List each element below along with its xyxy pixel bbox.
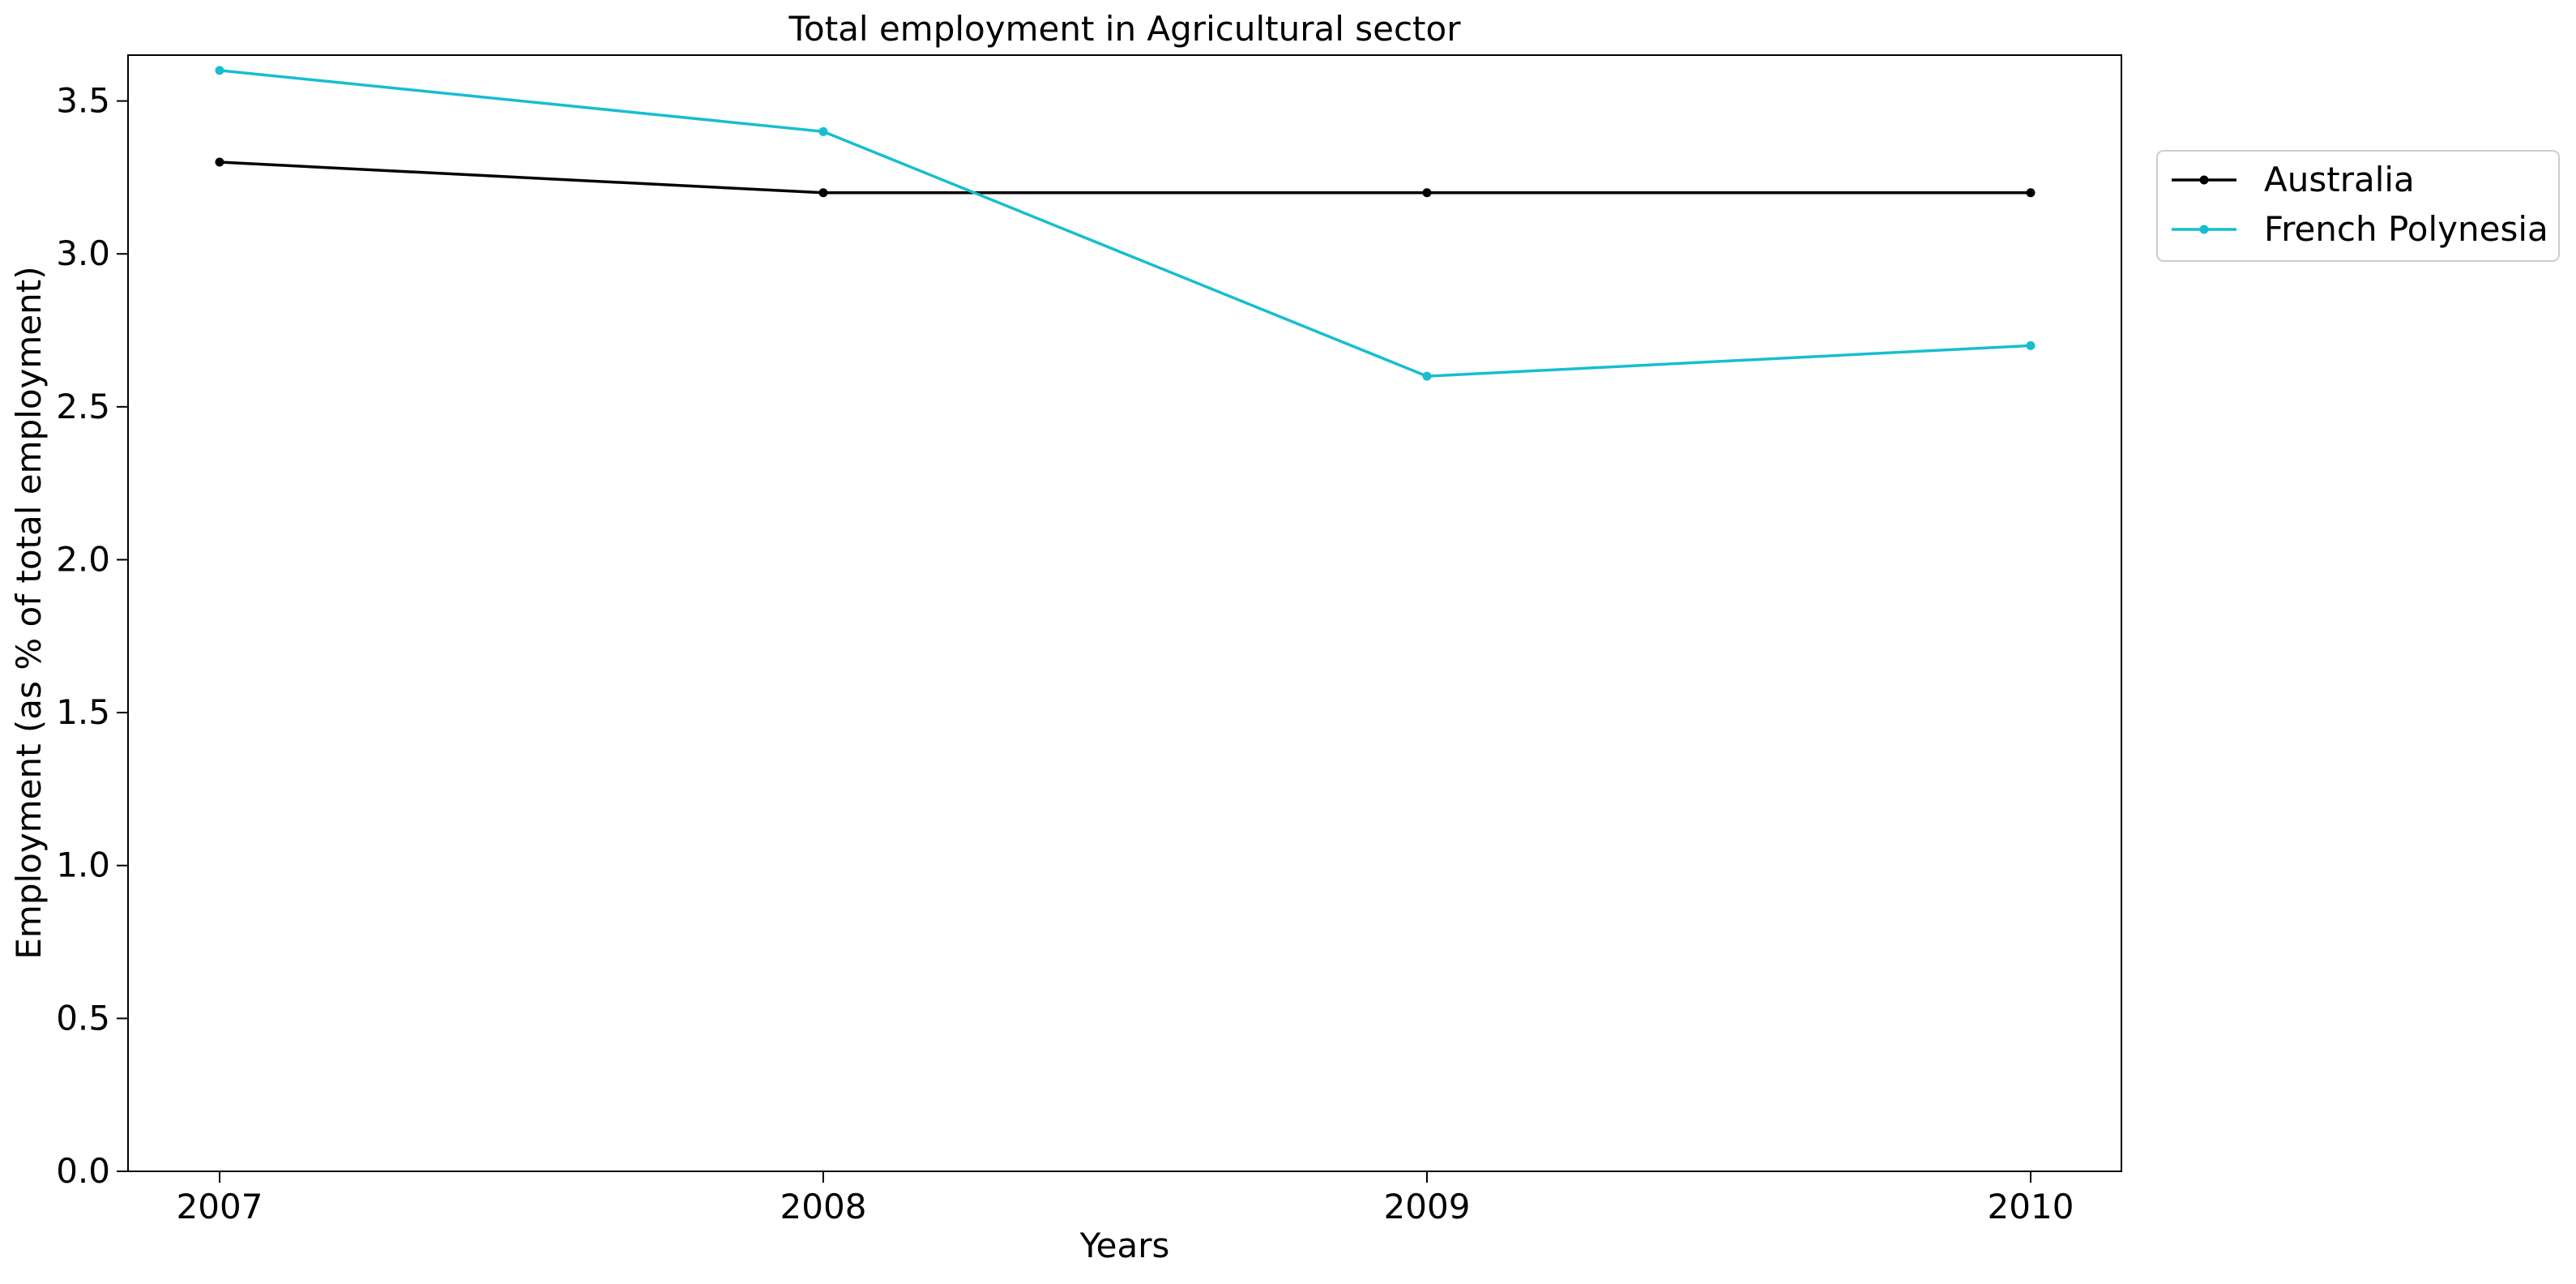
data-point-australia (2026, 188, 2036, 198)
x-tick-label: 2009 (1384, 1187, 1471, 1226)
y-tick-label: 2.0 (56, 539, 110, 579)
legend-label-australia: Australia (2264, 160, 2415, 199)
y-tick-label: 1.5 (56, 692, 110, 732)
y-axis-ticks: 0.0 0.5 1.0 1.5 2.0 2.5 3.0 3.5 (56, 81, 128, 1191)
legend-items: Australia French Polynesia (2172, 160, 2548, 249)
x-axis-ticks: 2007 2008 2009 2010 (177, 1171, 2074, 1226)
data-point-australia (818, 188, 828, 198)
y-tick-label: 0.0 (56, 1151, 110, 1191)
y-tick-label: 3.5 (56, 81, 110, 121)
series-layer (215, 66, 2036, 381)
data-point-french-polynesia (2026, 340, 2036, 350)
data-point-australia (1422, 188, 1432, 198)
legend: Australia French Polynesia (2156, 150, 2560, 262)
data-point-french-polynesia (818, 126, 828, 136)
plot-area-frame (127, 54, 2122, 1172)
legend-marker-french-polynesia (2199, 225, 2209, 234)
series-line-french-polynesia (219, 69, 2031, 378)
y-tick-label: 1.0 (56, 845, 110, 885)
chart-title: Total employment in Agricultural sector (788, 9, 1462, 49)
data-point-australia (215, 157, 224, 167)
x-tick-label: 2007 (177, 1187, 263, 1226)
y-tick-label: 2.5 (56, 387, 110, 426)
data-point-french-polynesia (215, 66, 224, 75)
x-tick-label: 2010 (1988, 1187, 2074, 1226)
y-tick-label: 0.5 (56, 998, 110, 1038)
data-point-french-polynesia (1422, 371, 1432, 381)
legend-marker-australia (2199, 175, 2209, 185)
y-axis-label: Employment (as % of total employment) (9, 266, 49, 959)
legend-label-french-polynesia: French Polynesia (2264, 209, 2548, 249)
x-axis-label: Years (1079, 1226, 1170, 1265)
y-tick-label: 3.0 (56, 233, 110, 273)
x-tick-label: 2008 (780, 1187, 867, 1226)
legend-box (2156, 150, 2560, 262)
series-line-australia (219, 160, 2031, 195)
